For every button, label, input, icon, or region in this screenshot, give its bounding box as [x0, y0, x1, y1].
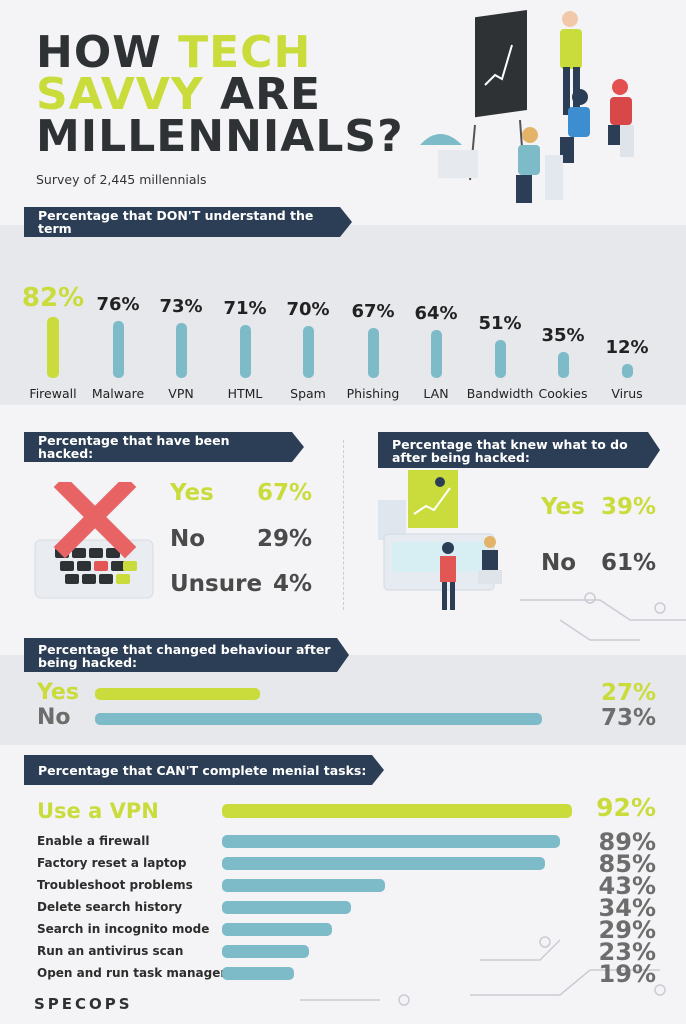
changed-label: No — [37, 705, 71, 730]
category-label: Firewall — [29, 386, 77, 401]
category-label: VPN — [168, 386, 194, 401]
understand-chart: 82% Firewall 76% Malware 73% VPN 71% HTML 70% Spa… — [0, 240, 686, 410]
divider — [343, 440, 344, 610]
hacked-value: 67% — [256, 480, 312, 506]
bar-value-label: 64% — [414, 303, 458, 324]
bar-bandwidth — [494, 339, 506, 378]
changed-chart: Yes 27% No 73% — [0, 680, 686, 742]
hacked-stats: Yes 67% No 29% Unsure 4% — [170, 480, 330, 610]
hacked-value: 29% — [256, 526, 312, 552]
section-banner: Percentage that CAN'T complete menial ta… — [24, 755, 384, 785]
task-label: Delete search history — [37, 900, 183, 914]
knew-label: Yes — [541, 494, 585, 520]
bar-value-label: 51% — [478, 312, 522, 334]
bar-phishing — [367, 327, 379, 378]
changed-label: Yes — [37, 680, 79, 705]
changed-value: 27% — [600, 680, 656, 706]
bar-virus — [621, 364, 633, 378]
section-banner: Percentage that changed behaviour after … — [24, 638, 349, 672]
page-title: HOW TECH SAVVY ARE MILLENNIALS? — [36, 27, 404, 162]
bar-value-label: 71% — [223, 297, 267, 319]
changed-value: 73% — [600, 705, 656, 731]
hacked-label: Unsure — [170, 571, 263, 597]
task-value: 43% — [598, 872, 656, 900]
hacked-value: 4% — [272, 571, 312, 597]
task-value: 29% — [598, 916, 656, 944]
bar-value-label: 67% — [351, 300, 395, 322]
bar-malware — [112, 321, 124, 378]
specops-logo: SPECOPS — [34, 995, 133, 1013]
task-bar — [222, 967, 295, 980]
section-banner: Percentage that knew what to do after be… — [378, 432, 660, 468]
task-bar — [222, 945, 310, 958]
bar-firewall — [47, 316, 59, 378]
category-label: HTML — [227, 386, 263, 401]
section-banner: Percentage that have been hacked: — [24, 432, 304, 462]
bar-vpn — [175, 323, 187, 378]
task-bar — [222, 879, 386, 892]
task-label: Enable a firewall — [37, 834, 150, 848]
knew-value: 61% — [600, 550, 656, 576]
bar-value-label: 12% — [605, 337, 649, 358]
task-value: 34% — [598, 894, 656, 922]
task-value: 89% — [598, 828, 656, 856]
bar-value-label: 70% — [286, 298, 330, 320]
bar-html — [239, 324, 251, 378]
bar-value-label: 35% — [541, 324, 585, 346]
category-label: Phishing — [346, 386, 400, 401]
knew-value: 39% — [600, 494, 656, 520]
category-label: Cookies — [538, 386, 588, 401]
knew-label: No — [541, 550, 577, 576]
hacked-label: No — [170, 526, 206, 552]
changed-bar-no — [95, 713, 542, 725]
bar-spam — [302, 325, 314, 378]
bar-value-label: 76% — [96, 294, 140, 315]
task-label: Troubleshoot problems — [37, 878, 193, 892]
category-label: Virus — [611, 386, 643, 401]
task-bar — [222, 804, 572, 818]
hacked-label: Yes — [170, 480, 214, 506]
section-banner: Percentage that DON'T understand the ter… — [24, 207, 352, 237]
task-bar — [222, 857, 545, 870]
task-value: 19% — [598, 960, 656, 988]
bar-value-label: 82% — [21, 282, 85, 313]
category-label: Spam — [290, 386, 326, 401]
category-label: LAN — [423, 386, 449, 401]
category-label: Bandwidth — [466, 386, 534, 401]
task-value: 23% — [598, 938, 656, 966]
task-label: Search in incognito mode — [37, 922, 210, 936]
task-label: Open and run task managers — [37, 966, 234, 980]
subtitle: Survey of 2,445 millennials — [36, 172, 207, 187]
task-label: Factory reset a laptop — [37, 856, 187, 870]
presentation-illustration — [420, 9, 634, 203]
task-bar — [222, 835, 561, 848]
computer-workers-illustration — [378, 470, 502, 610]
bar-value-label: 73% — [159, 296, 203, 318]
knew-stats: Yes 39% No 61% — [538, 488, 656, 588]
bar-lan — [430, 330, 442, 378]
task-label: Use a VPN — [37, 799, 159, 823]
task-bar — [222, 923, 333, 936]
hacked-calculator-icon — [34, 482, 154, 599]
task-bar — [222, 901, 352, 914]
changed-bar-yes — [95, 688, 261, 700]
task-label: Run an antivirus scan — [37, 944, 184, 958]
bar-cookies — [557, 351, 569, 378]
task-value: 92% — [596, 793, 656, 822]
category-label: Malware — [91, 386, 145, 401]
task-value: 85% — [598, 850, 656, 878]
menial-chart: Use a VPN 92% Enable a firewall 89% Factory … — [0, 793, 686, 988]
